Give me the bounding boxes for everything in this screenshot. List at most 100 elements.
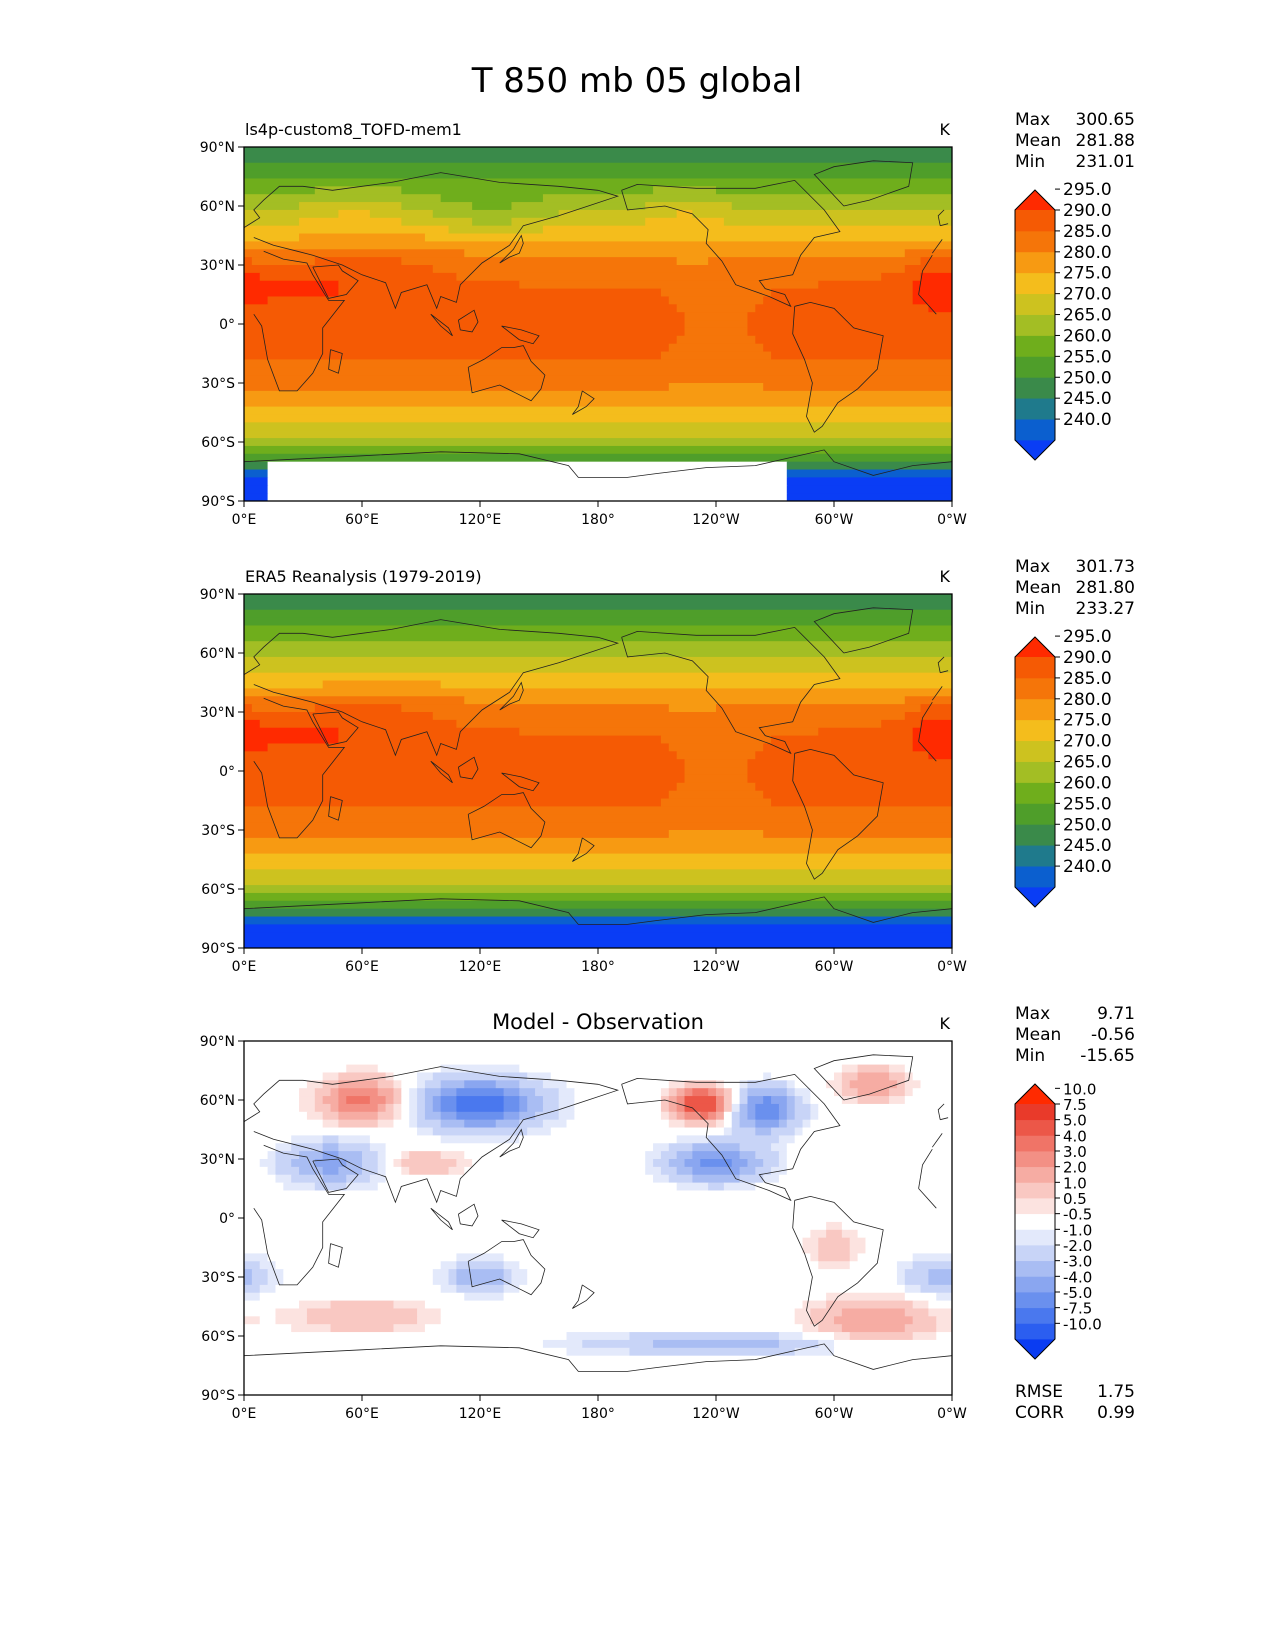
field-cell: [708, 1111, 717, 1121]
field-cell: [275, 1166, 300, 1176]
field-cell: [244, 656, 952, 666]
field-cell: [275, 1261, 442, 1270]
colorbar-segment: [1015, 1104, 1055, 1121]
y-tick-label: 30°N: [200, 1152, 235, 1168]
field-cell: [244, 782, 678, 792]
field-cell: [314, 1088, 332, 1097]
field-cell: [841, 1080, 851, 1089]
field-cell: [676, 335, 756, 345]
field-cell: [535, 1111, 560, 1121]
colorbar-segment: [1015, 782, 1055, 804]
field-cell: [338, 1080, 379, 1089]
field-cell: [283, 1182, 316, 1192]
y-tick-label: 0°: [219, 1211, 235, 1227]
field-cell: [912, 735, 952, 745]
field-cell: [763, 830, 952, 839]
coastline-greenland: [813, 1054, 914, 1101]
field-cell: [259, 1292, 465, 1302]
field-cell: [432, 1277, 450, 1286]
field-cell: [527, 1269, 898, 1278]
field-cell: [794, 1135, 952, 1144]
stat-label-max: Max: [1015, 110, 1050, 130]
field-cell: [417, 1080, 426, 1089]
field-cell: [448, 1269, 457, 1278]
field-cell: [755, 1166, 772, 1176]
field-cell: [692, 1166, 741, 1176]
field-cell: [283, 1277, 434, 1286]
field-cell: [346, 1182, 379, 1192]
field-cell: [912, 727, 952, 737]
colorbar-segment: [1015, 1182, 1055, 1199]
field-cell: [550, 1072, 764, 1081]
field-cell: [244, 1371, 952, 1380]
field-cell: [244, 265, 434, 274]
colorbar-label: -10.0: [1063, 1315, 1102, 1333]
field-cell: [716, 704, 922, 713]
field-cell: [550, 1127, 725, 1136]
field-cell: [456, 1096, 505, 1105]
colorbar-segment: [1015, 293, 1055, 315]
field-cell: [660, 1166, 678, 1176]
field-cell: [519, 1261, 819, 1270]
figure-title: T 850 mb 05 global: [471, 61, 803, 101]
field-cell: [401, 202, 473, 211]
field-cell: [244, 798, 662, 807]
field-cell: [503, 1261, 520, 1270]
field-cell: [244, 280, 339, 290]
field-cell: [708, 1182, 725, 1192]
field-cell: [826, 1080, 843, 1089]
field-cell: [692, 1088, 709, 1097]
field-cell: [385, 1143, 654, 1152]
coastline-japan: [499, 234, 524, 264]
field-cell: [244, 1292, 261, 1302]
coastline-sumatra: [430, 1207, 453, 1231]
field-cell: [660, 735, 772, 745]
field-cell: [267, 1277, 284, 1286]
field-cell: [385, 1174, 654, 1184]
field-cell: [676, 1088, 686, 1097]
y-tick-label: 30°S: [201, 376, 235, 392]
field-cell: [739, 1103, 749, 1113]
colorbar-label: 295.0: [1063, 180, 1112, 200]
field-cell: [739, 1143, 772, 1152]
field-cell: [393, 1324, 426, 1333]
field-cell: [849, 1253, 859, 1262]
field-cell: [771, 351, 952, 360]
field-cell: [417, 1096, 426, 1105]
stat-label-max: Max: [1015, 557, 1050, 577]
field-cell: [464, 1119, 497, 1129]
colorbar-segment: [1015, 698, 1055, 721]
field-cell: [417, 1308, 442, 1317]
field-cell: [755, 1111, 780, 1121]
y-tick-label: 60°S: [201, 435, 235, 451]
colorbar-segment: [1015, 1151, 1055, 1168]
field-cell: [401, 217, 473, 227]
field-cell: [684, 1088, 693, 1097]
field-cell: [818, 1237, 851, 1247]
field-cell: [794, 1347, 835, 1357]
stat-label-min: Min: [1015, 599, 1045, 619]
field-cell: [841, 1229, 859, 1239]
field-cell: [794, 1308, 811, 1317]
field-cell: [244, 241, 952, 250]
panel-title: Model - Observation: [492, 1010, 704, 1034]
field-cell: [841, 1096, 859, 1105]
field-cell: [582, 1339, 654, 1349]
field-cell: [417, 1103, 426, 1113]
field-cell: [244, 272, 261, 282]
field-cell: [920, 719, 952, 729]
field-cell: [731, 1111, 741, 1121]
colorbar-label: -4.0: [1063, 1268, 1092, 1286]
field-cell: [668, 790, 764, 800]
colorbar-model: 240.0245.0250.0255.0260.0265.0270.0275.0…: [1014, 180, 1112, 461]
field-cell: [244, 1056, 952, 1066]
field-cell: [826, 1292, 906, 1302]
coastline-s_america: [792, 1195, 884, 1327]
field-cell: [244, 790, 670, 800]
field-cell: [503, 1103, 520, 1113]
field-cell: [244, 1363, 952, 1372]
panel-title: ls4p-custom8_TOFD-mem1: [245, 120, 462, 140]
field-cell: [739, 1151, 756, 1160]
field-cell: [267, 743, 670, 752]
field-cell: [684, 759, 749, 768]
